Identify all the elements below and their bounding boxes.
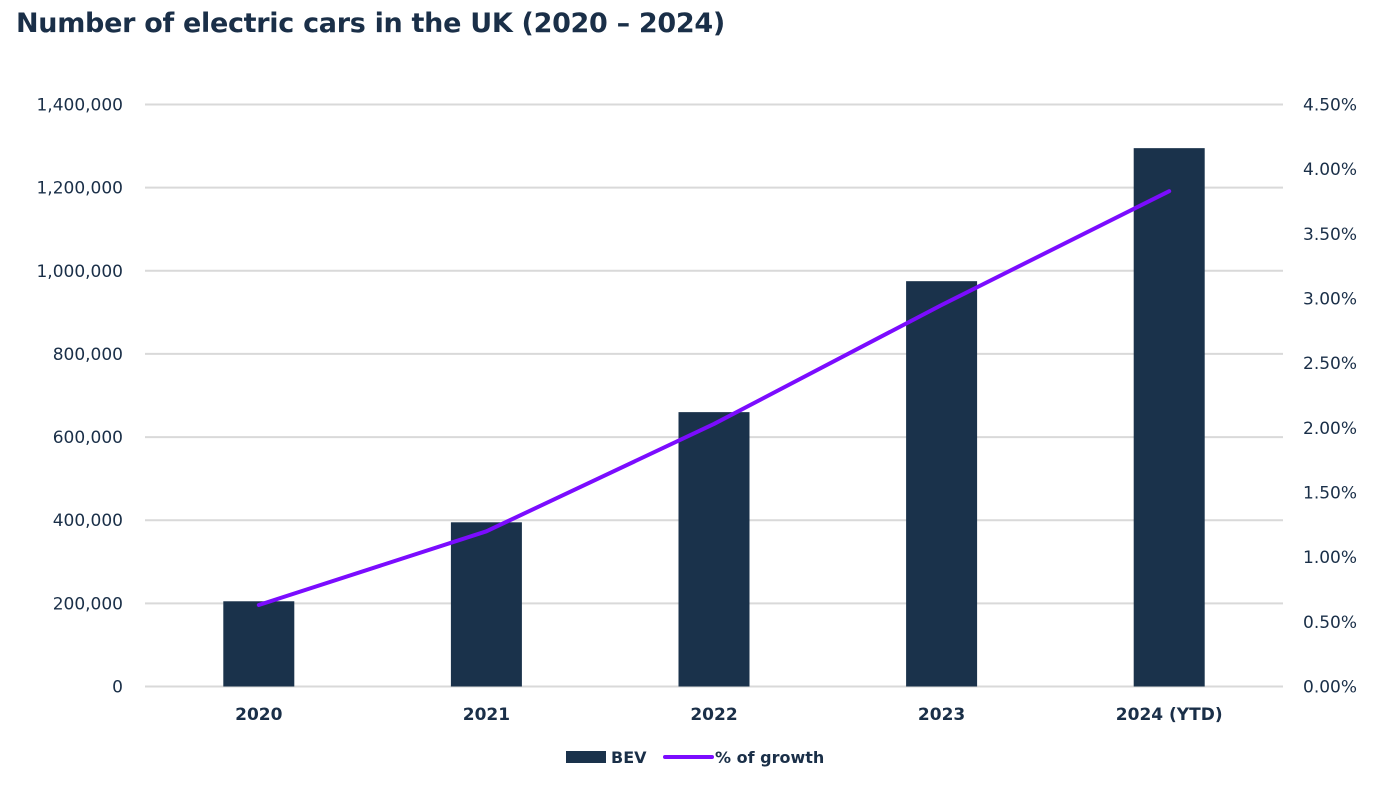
y-left-tick-label: 1,000,000 (36, 262, 123, 282)
y-right-tick-label: 2.50% (1303, 354, 1357, 374)
y-right-tick-label: 2.00% (1303, 419, 1357, 439)
bar-2020 (223, 601, 295, 687)
y-left-tick-label: 1,400,000 (36, 96, 123, 116)
legend-label-growth: % of growth (715, 748, 824, 767)
y-right-tick-label: 1.50% (1303, 484, 1357, 504)
y-left-tick-label: 400,000 (53, 511, 123, 531)
y-right-tick-label: 0.50% (1303, 613, 1357, 633)
bar-2021 (450, 522, 522, 687)
x-tick-label: 2022 (690, 705, 737, 725)
x-tick-label: 2024 (YTD) (1116, 705, 1223, 725)
y-right-tick-label: 1.00% (1303, 548, 1357, 568)
y-right-tick-label: 3.00% (1303, 290, 1357, 310)
y-left-tick-label: 600,000 (53, 428, 123, 448)
bar-2022 (678, 412, 750, 687)
x-tick-label: 2023 (918, 705, 965, 725)
y-left-tick-label: 800,000 (53, 345, 123, 365)
y-right-tick-label: 4.00% (1303, 160, 1357, 180)
x-tick-label: 2021 (463, 705, 510, 725)
legend-label-bev: BEV (611, 748, 647, 767)
y-right-tick-label: 3.50% (1303, 225, 1357, 245)
x-tick-label: 2020 (235, 705, 282, 725)
bar-2023 (906, 281, 978, 687)
y-left-tick-label: 1,200,000 (36, 179, 123, 199)
y-left-tick-label: 200,000 (53, 594, 123, 614)
y-left-tick-label: 0 (112, 678, 123, 698)
chart-title: Number of electric cars in the UK (2020 … (16, 8, 725, 39)
y-right-tick-label: 4.50% (1303, 96, 1357, 116)
bar-2024-ytd- (1133, 148, 1205, 687)
y-right-tick-label: 0.00% (1303, 678, 1357, 698)
legend-swatch-bev (566, 751, 606, 763)
